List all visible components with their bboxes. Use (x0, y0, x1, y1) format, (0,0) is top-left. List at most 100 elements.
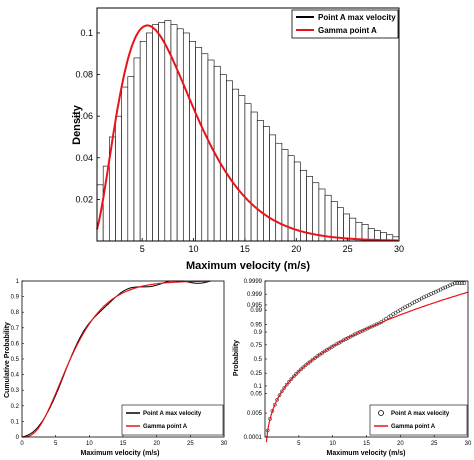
legend-label-series-2: Gamma point A (143, 424, 188, 430)
data-marker (417, 297, 422, 302)
x-tick-label: 5 (54, 441, 58, 447)
legend: Point A max velocity Gamma point A (369, 404, 468, 436)
legend-box (121, 404, 224, 436)
data-marker (429, 292, 433, 296)
data-marker (291, 374, 296, 379)
y-tick-label: 0.25 (250, 371, 262, 377)
legend-label-series-2: Gamma point A (391, 424, 436, 430)
y-tick-label: 0.999 (247, 292, 263, 298)
data-marker (355, 331, 360, 335)
x-tick-label: 25 (431, 441, 438, 447)
x-tick-label: 20 (153, 441, 160, 447)
y-tick-label: 0.7 (11, 326, 20, 332)
data-marker (436, 288, 441, 293)
legend-box (369, 404, 468, 436)
y-tick-label: 0.9 (254, 330, 263, 336)
legend-label-series-1: Point A max velocity (318, 13, 396, 22)
y-tick-label: 0.9999 (244, 279, 263, 285)
histogram-bar (244, 103, 252, 242)
histogram-bar (324, 194, 332, 242)
data-marker (457, 281, 462, 286)
histogram-bar (275, 142, 283, 242)
y-tick-label: 0.04 (75, 153, 93, 163)
data-marker (294, 372, 298, 376)
histogram-bar (343, 213, 350, 242)
histogram-chart: 5 10 15 20 25 30 0.02 0.04 0.06 0.08 0.1 Maximum … (71, 7, 404, 272)
legend-label-series-2: Gamma point A (318, 26, 377, 35)
histogram-bar (263, 126, 270, 242)
y-axis-label: Probability (233, 340, 240, 376)
y-tick-label: 0.0001 (244, 435, 263, 441)
x-tick-label: 5 (297, 441, 301, 447)
data-marker (296, 369, 301, 374)
histogram-bar (201, 53, 209, 242)
y-axis-label: Density (71, 104, 83, 145)
legend-label-series-1: Point A max velocity (391, 411, 450, 417)
histogram-bar (232, 88, 240, 242)
histogram-bar (115, 115, 122, 242)
data-marker (301, 365, 306, 370)
y-tick-label: 0.995 (247, 303, 263, 309)
data-marker (462, 281, 467, 286)
data-marker (455, 281, 460, 286)
plot-frame (96, 7, 400, 242)
data-marker (277, 393, 282, 398)
y-tick-label: 0.2 (11, 404, 20, 410)
histogram-bars (96, 20, 400, 242)
data-marker (360, 328, 365, 333)
y-tick-label: 0.1 (11, 419, 20, 425)
histogram-bar (238, 95, 246, 242)
y-axis-ticks: 0.0001 0.005 0.05 0.1 0.25 0.5 0.75 0.9 0.95 0.99… (244, 279, 267, 441)
data-marker (448, 283, 452, 288)
x-axis-ticks: 5 10 15 20 25 30 (140, 238, 404, 254)
x-tick-label: 20 (291, 244, 301, 254)
histogram-bar (256, 120, 264, 242)
data-marker (450, 282, 455, 287)
data-marker (438, 287, 443, 292)
x-tick-label: 30 (394, 244, 404, 254)
x-tick-label: 0 (20, 441, 24, 447)
y-tick-label: 0.5 (254, 357, 263, 363)
histogram-bar (121, 86, 129, 242)
histogram-bar (189, 40, 196, 242)
histogram-bar (127, 76, 135, 242)
x-tick-label: 10 (189, 244, 199, 254)
y-tick-label: 0.3 (11, 388, 20, 394)
data-marker (362, 327, 367, 332)
legend: Point A max velocity Gamma point A (291, 9, 399, 39)
data-marker (434, 289, 438, 294)
data-marker (445, 284, 450, 289)
data-marker (389, 313, 393, 318)
x-tick-label: 15 (363, 441, 370, 447)
data-marker (422, 295, 426, 300)
data-marker (303, 363, 308, 368)
data-marker (365, 326, 370, 331)
x-axis-label: Maximum velocity (m/s) (81, 450, 160, 457)
y-tick-label: 0.99 (250, 308, 262, 314)
histogram-bar (176, 28, 184, 242)
histogram-bar (195, 47, 203, 242)
y-tick-label: 0.1 (80, 28, 93, 38)
data-marker (441, 286, 445, 291)
y-axis-ticks: 0.02 0.04 0.06 0.08 0.1 (75, 28, 100, 204)
histogram-bar (269, 134, 277, 242)
data-marker (287, 379, 291, 384)
histogram-bar (226, 80, 233, 242)
y-tick-label: 0.95 (250, 322, 262, 328)
y-tick-label: 0.06 (75, 111, 93, 121)
data-marker (289, 377, 294, 381)
x-axis-label: Maximum velocity (m/s) (327, 450, 406, 457)
y-tick-label: 0.08 (75, 70, 93, 80)
data-marker (310, 357, 315, 362)
legend-swatch-series-1 (378, 410, 384, 416)
histogram-bar (306, 176, 314, 242)
histogram-bar (182, 32, 190, 242)
x-tick-label: 30 (465, 441, 472, 447)
y-tick-label: 0.05 (250, 392, 262, 398)
x-tick-label: 10 (86, 441, 93, 447)
histogram-bar (312, 182, 320, 242)
histogram-bar (133, 57, 141, 242)
y-tick-label: 0.1 (254, 384, 263, 390)
histogram-bar (250, 111, 258, 242)
data-marker (372, 323, 377, 328)
